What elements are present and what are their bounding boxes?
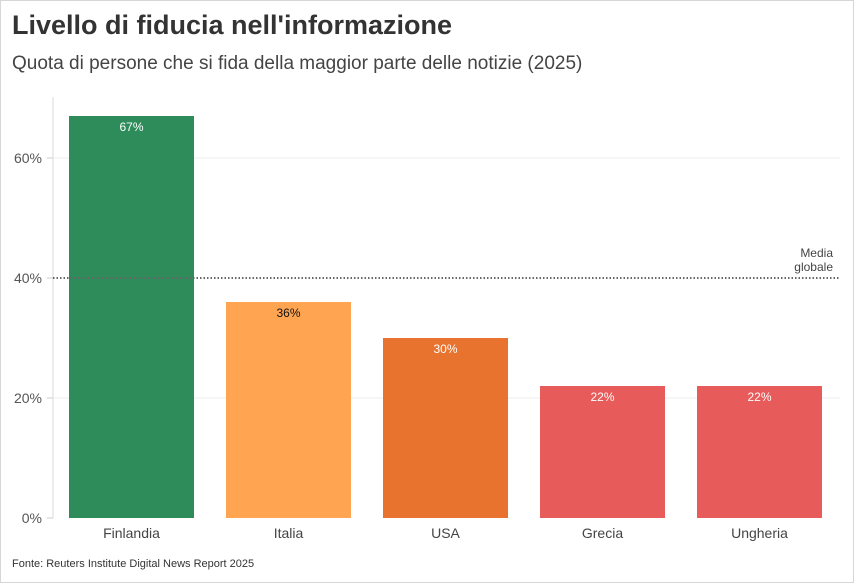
reference-label: globale — [794, 260, 833, 274]
chart-title: Livello di fiducia nell'informazione — [12, 10, 452, 40]
x-tick-label: Ungheria — [731, 525, 788, 541]
x-tick-label: Grecia — [582, 525, 623, 541]
bar-ungheria — [697, 386, 822, 518]
chart-source: Fonte: Reuters Institute Digital News Re… — [12, 558, 255, 570]
y-tick-label: 40% — [14, 270, 42, 286]
x-tick-label: USA — [431, 525, 460, 541]
x-tick-label: Italia — [274, 525, 304, 541]
bar-italia — [226, 302, 351, 518]
data-label: 36% — [276, 306, 300, 320]
data-label: 67% — [119, 120, 143, 134]
bar-finlandia — [69, 116, 194, 518]
y-tick-label: 60% — [14, 150, 42, 166]
data-label: 30% — [433, 342, 457, 356]
bar-usa — [383, 338, 508, 518]
y-tick-label: 20% — [14, 390, 42, 406]
data-label: 22% — [590, 390, 614, 404]
data-label: 22% — [747, 390, 771, 404]
x-tick-label: Finlandia — [103, 525, 160, 541]
bar-grecia — [540, 386, 665, 518]
y-tick-label: 0% — [22, 510, 42, 526]
chart-subtitle: Quota di persone che si fida della maggi… — [12, 53, 583, 74]
reference-label: Media — [800, 246, 833, 260]
